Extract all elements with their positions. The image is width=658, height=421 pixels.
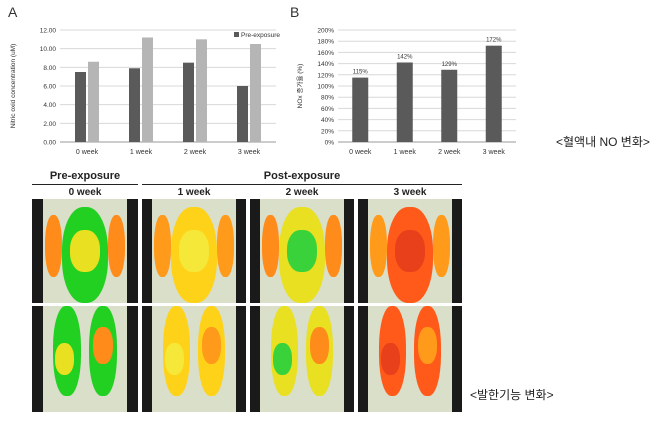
legend-label: Pre-exposure — [241, 32, 280, 39]
y-axis-label: NOx 증가율 (%) — [295, 64, 304, 109]
y-tick-label: 20% — [321, 128, 334, 135]
sweat-caption: <발한기능 변화> — [470, 388, 554, 402]
x-tick-label: 0 week — [349, 149, 372, 156]
data-label: 129% — [442, 62, 458, 68]
post-exposure-header: Post-exposure — [263, 170, 341, 182]
y-tick-label: 200% — [317, 28, 334, 35]
panel-letter-b: B — [290, 4, 300, 20]
y-tick-label: 8.00 — [43, 65, 56, 72]
thermal-image — [250, 199, 354, 303]
y-tick-label: 60% — [321, 106, 334, 113]
bar — [485, 45, 502, 142]
nitric-oxide-chart: 0.00 2.00 4.00 6.00 8.00 10.00 12.00 0 week 1 we… — [10, 28, 280, 157]
y-tick-label: 0.00 — [43, 140, 56, 147]
thermal-image — [142, 199, 246, 303]
bar — [142, 37, 153, 142]
thermal-image — [32, 199, 138, 303]
y-tick-label: 120% — [317, 72, 334, 79]
y-tick-label: 180% — [317, 39, 334, 46]
nox-increase-chart: 0% 20% 40% 60% 80% 100% 120% 140% 160% 180% 200% 11… — [295, 28, 516, 156]
x-tick-label: 0 week — [76, 149, 99, 156]
y-tick-label: 6.00 — [43, 84, 56, 91]
x-tick-label: 3 week — [238, 149, 261, 156]
panel-letter-a: A — [8, 4, 18, 20]
x-tick-label: 1 week — [130, 149, 153, 156]
pre-exposure-rule — [32, 184, 138, 185]
y-tick-label: 0% — [325, 140, 335, 147]
x-tick-label: 2 week — [438, 149, 461, 156]
thermo-label-week-1: 1 week — [177, 187, 211, 198]
bar — [196, 39, 207, 143]
post-exposure-rule — [142, 184, 462, 185]
bar — [237, 86, 248, 142]
x-tick-label: 3 week — [483, 149, 506, 156]
thermo-label-week-2: 2 week — [285, 187, 319, 198]
y-tick-label: 100% — [317, 84, 334, 91]
bar — [183, 62, 194, 142]
y-tick-label: 80% — [321, 95, 334, 102]
bar — [352, 77, 369, 142]
thermal-image — [142, 306, 246, 412]
y-tick-label: 4.00 — [43, 102, 56, 109]
legend-swatch — [234, 32, 239, 37]
data-label: 115% — [353, 70, 369, 76]
bar — [441, 69, 458, 142]
bar — [75, 72, 86, 142]
y-tick-label: 160% — [317, 50, 334, 57]
bar — [396, 62, 413, 143]
thermo-label-week-3: 3 week — [393, 187, 427, 198]
bar — [129, 68, 140, 142]
pre-exposure-header: Pre-exposure — [49, 170, 121, 182]
x-tick-label: 1 week — [394, 149, 417, 156]
bar — [88, 61, 99, 142]
y-tick-label: 2.00 — [43, 121, 56, 128]
thermal-image — [32, 306, 138, 412]
thermal-image — [250, 306, 354, 412]
thermal-image — [358, 306, 462, 412]
thermal-image — [358, 199, 462, 303]
blood-no-caption: <혈액내 NO 변화> — [556, 135, 650, 149]
y-axis-label: Nitric oxid concentration (uM) — [10, 44, 17, 129]
y-tick-label: 40% — [321, 117, 334, 124]
bar — [250, 44, 261, 142]
y-tick-label: 140% — [317, 61, 334, 68]
y-tick-label: 10.00 — [40, 46, 57, 53]
x-tick-label: 2 week — [184, 149, 207, 156]
y-tick-label: 12.00 — [40, 28, 57, 35]
data-label: 172% — [486, 38, 502, 44]
data-label: 142% — [397, 54, 413, 60]
thermo-label-week-0: 0 week — [68, 187, 102, 198]
